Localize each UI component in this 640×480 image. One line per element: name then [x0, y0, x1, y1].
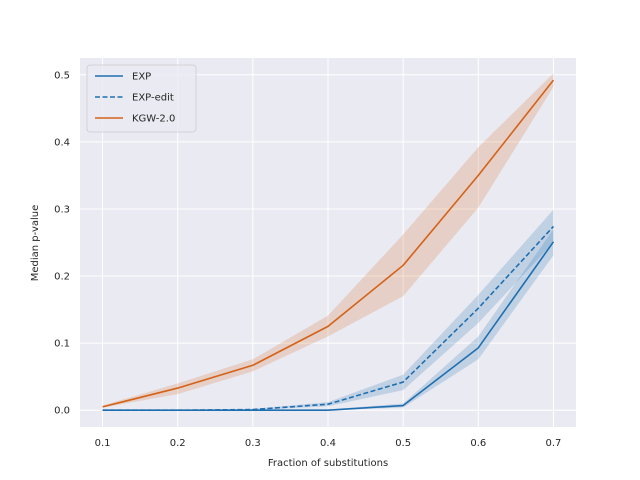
x-tick-label: 0.7: [546, 438, 562, 449]
line-kgw-2-0: [102, 79, 555, 408]
x-tick-label: 0.1: [95, 438, 111, 449]
y-tick-label: 0.3: [54, 204, 70, 215]
legend-label-kgw-2-0: KGW-2.0: [132, 114, 175, 125]
x-tick-label: 0.4: [320, 438, 336, 449]
y-axis-label: Median p-value: [30, 205, 41, 282]
x-axis-label: Fraction of substitutions: [268, 458, 388, 469]
x-tick-label: 0.3: [245, 438, 261, 449]
y-tick-label: 0.2: [54, 272, 70, 283]
x-tick-label: 0.5: [395, 438, 411, 449]
y-tick-label: 0.4: [54, 137, 70, 148]
y-tick-label: 0.1: [54, 339, 70, 350]
x-tick-label: 0.2: [170, 438, 186, 449]
y-tick-labels: 0.0 0.1 0.2 0.3 0.4 0.5: [54, 70, 70, 416]
legend-label-exp: EXP: [132, 72, 151, 83]
x-tick-labels: 0.1 0.2 0.3 0.4 0.5 0.6 0.7: [95, 438, 562, 449]
series-lines: [102, 79, 555, 412]
line-exp-edit: [102, 225, 555, 412]
y-tick-label: 0.0: [54, 406, 70, 417]
x-tick-label: 0.6: [470, 438, 486, 449]
y-tick-label: 0.5: [54, 70, 70, 81]
legend: EXP EXP-edit KGW-2.0: [86, 64, 197, 133]
legend-label-exp-edit: EXP-edit: [132, 93, 174, 104]
legend-frame: [86, 64, 197, 133]
